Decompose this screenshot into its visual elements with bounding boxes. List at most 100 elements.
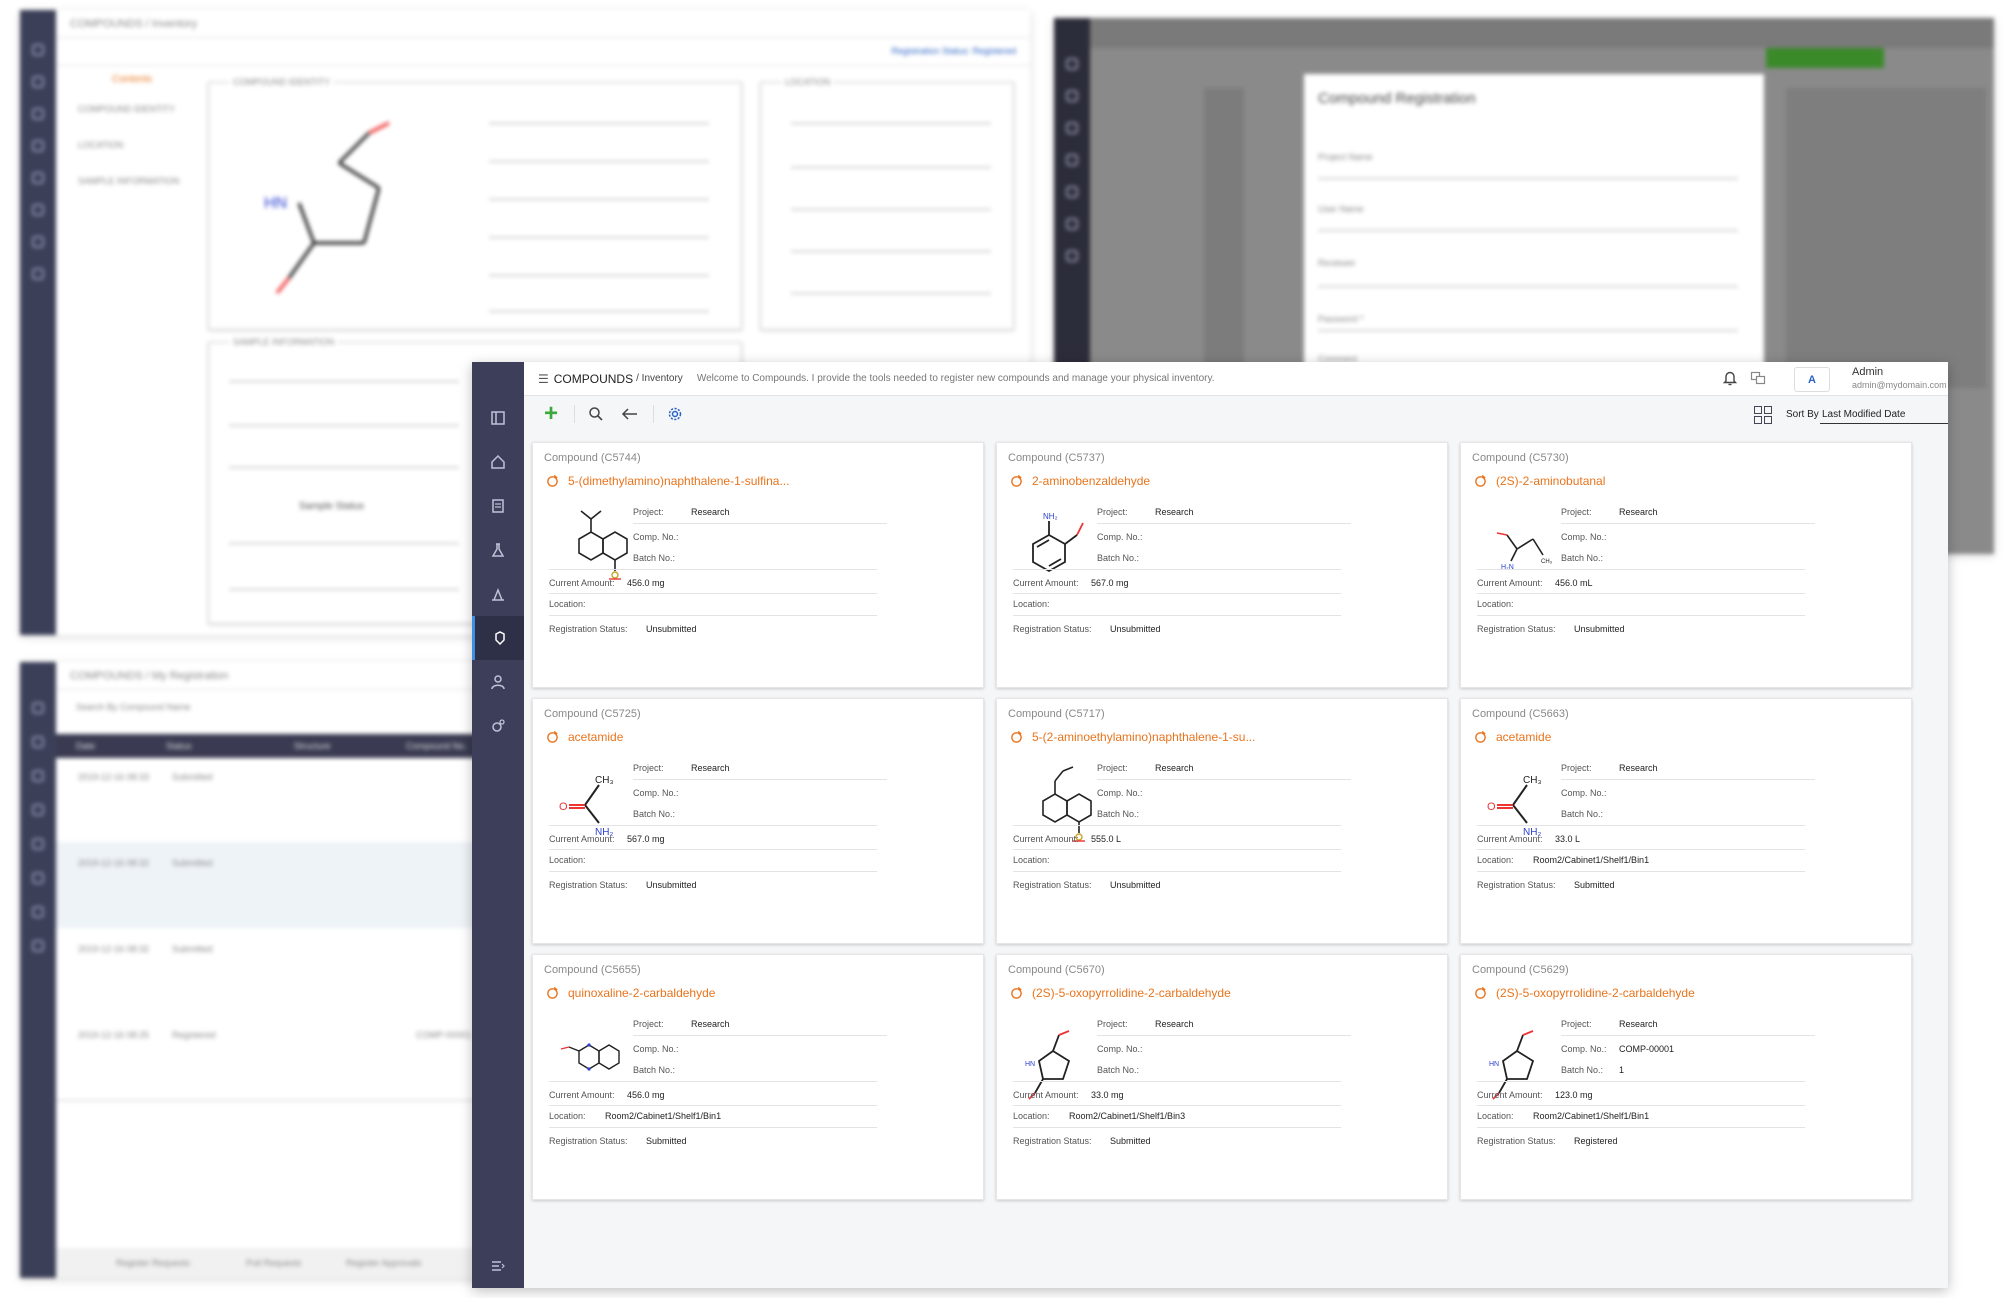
- add-compound-button[interactable]: +: [543, 400, 558, 427]
- project-value: Research: [691, 1019, 730, 1029]
- svg-text:HN: HN: [1489, 1061, 1499, 1068]
- structure-icon: H₂N CH₃: [1496, 532, 1553, 571]
- back-arrow-icon[interactable]: [617, 401, 643, 427]
- compound-name[interactable]: (2S)-5-oxopyrrolidine-2-carbaldehyde: [1032, 986, 1231, 1000]
- location-label: Location:: [1477, 599, 1514, 609]
- current-amount-value: 456.0 mg: [627, 1090, 665, 1100]
- compound-name[interactable]: acetamide: [568, 730, 624, 744]
- top-bar: ☰ COMPOUNDS / Inventory Welcome to Compo…: [524, 362, 1948, 396]
- current-amount-label: Current Amount:: [549, 578, 615, 588]
- bg-tabs: Register Requests Pull Requests Register…: [56, 1248, 480, 1278]
- bg-search: Search By Compound Name: [76, 702, 191, 712]
- project-label: Project:: [633, 763, 664, 773]
- menu-icon[interactable]: ☰: [538, 371, 549, 386]
- nav-flask-icon[interactable]: [472, 528, 524, 572]
- compound-card[interactable]: Compound (C5629) (2S)-5-oxopyrrolidine-2…: [1460, 954, 1912, 1200]
- project-label: Project:: [1561, 763, 1592, 773]
- batch-no-label: Batch No.:: [1561, 809, 1604, 819]
- bg-contents: Contents: [112, 74, 153, 85]
- compound-name[interactable]: (2S)-5-oxopyrrolidine-2-carbaldehyde: [1496, 986, 1695, 1000]
- registration-status-label: Registration Status:: [1477, 1136, 1556, 1146]
- comp-no-value: COMP-00001: [1619, 1044, 1675, 1054]
- compound-card[interactable]: Compound (C5737) 2-aminobenzaldehyde NH₂…: [996, 442, 1448, 688]
- grid-view-icon[interactable]: [1754, 406, 1772, 424]
- project-label: Project:: [633, 1019, 664, 1029]
- sort-by-select[interactable]: Last Modified Date ▼: [1820, 404, 1948, 424]
- compound-name[interactable]: 2-aminobenzaldehyde: [1032, 474, 1151, 488]
- project-value: Research: [1619, 763, 1658, 773]
- location-label: Location:: [549, 599, 586, 609]
- compound-flask-icon: [1011, 474, 1022, 487]
- bg-status: Registration Status: Registered: [891, 46, 1016, 56]
- current-amount-label: Current Amount:: [1013, 834, 1079, 844]
- current-amount-label: Current Amount:: [549, 1090, 615, 1100]
- nav-lab-icon[interactable]: [472, 572, 524, 616]
- nav-settings-icon[interactable]: [472, 704, 524, 748]
- batch-no-label: Batch No.:: [633, 553, 676, 563]
- compound-name[interactable]: 5-(2-aminoethylamino)naphthalene-1-su...: [1032, 730, 1256, 744]
- compound-card[interactable]: Compound (C5744) 5-(dimethylamino)naphth…: [532, 442, 984, 688]
- compound-card[interactable]: Compound (C5725) acetamide O CH₃ NH₂ Proje…: [532, 698, 984, 944]
- structure-icon: O CH₃ NH₂: [1487, 775, 1542, 838]
- svg-text:HN: HN: [264, 195, 287, 212]
- compound-name[interactable]: (2S)-2-aminobutanal: [1496, 474, 1606, 488]
- compound-id: Compound (C5663): [1472, 708, 1569, 720]
- current-amount-value: 123.0 mg: [1555, 1090, 1593, 1100]
- project-value: Research: [1155, 1019, 1194, 1029]
- compound-card[interactable]: Compound (C5670) (2S)-5-oxopyrrolidine-2…: [996, 954, 1448, 1200]
- compound-id: Compound (C5629): [1472, 964, 1569, 976]
- nav-register-icon[interactable]: [472, 484, 524, 528]
- batch-no-label: Batch No.:: [1561, 553, 1604, 563]
- batch-no-value: 1: [1619, 1065, 1625, 1075]
- nav-user-icon[interactable]: [472, 660, 524, 704]
- bg-structure-icon: HN: [264, 121, 390, 294]
- compound-id: Compound (C5725): [544, 708, 641, 720]
- nav-collapse-icon[interactable]: [472, 1244, 524, 1288]
- location-label: Location:: [1013, 855, 1050, 865]
- compound-flask-icon: [547, 474, 558, 487]
- compound-flask-icon: [547, 730, 558, 743]
- compound-name[interactable]: quinoxaline-2-carbaldehyde: [568, 986, 716, 1000]
- registration-status-value: Unsubmitted: [1110, 624, 1161, 634]
- nav-home-icon[interactable]: [472, 440, 524, 484]
- registration-status-label: Registration Status:: [1013, 880, 1092, 890]
- bg-window-my-registration: COMPOUNDS / My Registration Search By Co…: [20, 662, 480, 1278]
- registration-status-value: Unsubmitted: [1110, 880, 1161, 890]
- compound-card[interactable]: Compound (C5663) acetamide O CH₃ NH₂ Proje…: [1460, 698, 1912, 944]
- structure-icon: NH₂: [1032, 512, 1084, 573]
- compound-name[interactable]: acetamide: [1496, 730, 1552, 744]
- compound-card[interactable]: Compound (C5655) quinoxaline-2-carbaldeh…: [532, 954, 984, 1200]
- registration-status-value: Submitted: [1574, 880, 1615, 890]
- comp-no-label: Comp. No.:: [1561, 788, 1607, 798]
- compound-card[interactable]: Compound (C5730) (2S)-2-aminobutanal H₂N…: [1460, 442, 1912, 688]
- notification-bell-icon[interactable]: [1722, 370, 1738, 390]
- language-icon[interactable]: [1750, 370, 1766, 389]
- nav-library-icon[interactable]: [472, 396, 524, 440]
- comp-no-label: Comp. No.:: [1561, 1044, 1607, 1054]
- avatar[interactable]: A: [1794, 367, 1830, 392]
- breadcrumb[interactable]: / Inventory: [636, 373, 683, 384]
- nav-inventory-icon[interactable]: [472, 616, 524, 660]
- svg-text:HN: HN: [1025, 1061, 1035, 1068]
- location-label: Location:: [1477, 1111, 1514, 1121]
- batch-no-label: Batch No.:: [1561, 1065, 1604, 1075]
- registration-status-label: Registration Status:: [549, 624, 628, 634]
- search-icon[interactable]: [583, 401, 609, 427]
- registration-status-label: Registration Status:: [1477, 880, 1556, 890]
- settings-gear-icon[interactable]: [662, 401, 688, 427]
- compound-card[interactable]: Compound (C5717) 5-(2-aminoethylamino)na…: [996, 698, 1448, 944]
- svg-text:NH₂: NH₂: [1043, 512, 1058, 521]
- user-email: admin@mydomain.com: [1852, 380, 1947, 390]
- compound-flask-icon: [1475, 730, 1486, 743]
- compound-name[interactable]: 5-(dimethylamino)naphthalene-1-sulfina..…: [568, 474, 790, 488]
- current-amount-label: Current Amount:: [549, 834, 615, 844]
- user-name[interactable]: Admin: [1852, 366, 1884, 378]
- svg-text:CH₃: CH₃: [1541, 559, 1553, 565]
- project-label: Project:: [1561, 507, 1592, 517]
- svg-text:O: O: [559, 801, 568, 813]
- current-amount-value: 33.0 L: [1555, 834, 1581, 844]
- comp-no-label: Comp. No.:: [633, 532, 679, 542]
- comp-no-label: Comp. No.:: [1097, 532, 1143, 542]
- compound-id: Compound (C5744): [544, 452, 641, 464]
- registration-status-value: Submitted: [1110, 1136, 1151, 1146]
